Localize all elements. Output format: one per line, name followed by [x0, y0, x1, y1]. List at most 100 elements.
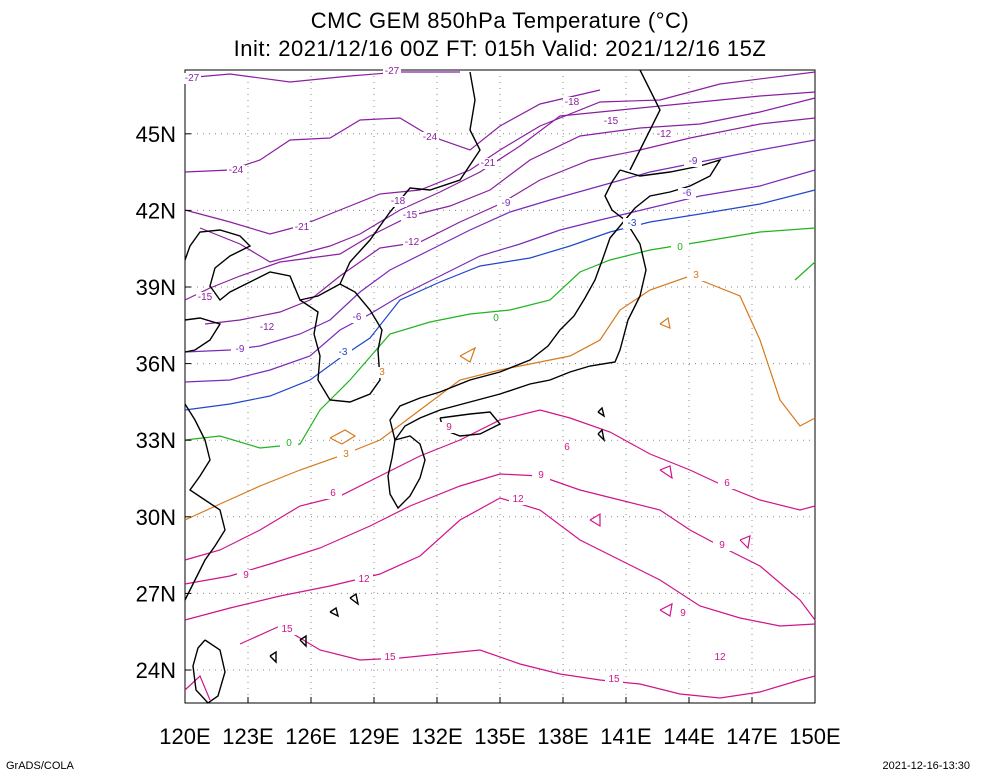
isotherm-minus15: [184, 97, 816, 301]
longitude-tick-label: 126E: [285, 724, 336, 749]
contour-label-bg: [711, 652, 729, 663]
footer-credit: GrADS/COLA: [6, 760, 74, 772]
contour-label: 6: [330, 488, 336, 499]
longitude-tick-label: 138E: [537, 724, 588, 749]
contour-label-bg: [674, 608, 692, 619]
sakhalin-coast: [629, 69, 661, 171]
coastlines: [184, 69, 722, 704]
contour-label-bg: [671, 242, 689, 253]
isotherm-minus24: [184, 89, 601, 173]
longitude-tick-label: 144E: [663, 724, 714, 749]
map-title: CMC GEM 850hPa Temperature (°C): [310, 8, 690, 33]
longitude-tick-label: 147E: [726, 724, 777, 749]
contour-label-bg: [563, 97, 581, 108]
contour-label-bg: [403, 237, 421, 248]
contour-label: 12: [512, 494, 524, 505]
latitude-tick-label: 27N: [136, 581, 176, 606]
contour-label-bg: [280, 438, 298, 449]
contour-label: 0: [286, 438, 292, 449]
contour-label-bg: [373, 367, 391, 378]
isotherm-small-blobs: [589, 465, 751, 617]
contour-label: 9: [680, 608, 686, 619]
contour-label: 15: [608, 674, 620, 685]
footer-timestamp: 2021-12-16-13:30: [882, 760, 970, 772]
contour-label: -27: [185, 73, 200, 84]
contour-label: 0: [493, 313, 499, 324]
contour-label: -9: [236, 344, 245, 355]
contour-label-bg: [337, 449, 355, 460]
contour-label-bg: [623, 218, 641, 229]
contour-label-bg: [231, 344, 249, 355]
china-coast: [184, 317, 226, 601]
longitude-tick-label: 120E: [159, 724, 210, 749]
contour-label: 3: [379, 367, 385, 378]
isotherm-3-blob: [329, 316, 671, 445]
contour-label-bg: [401, 210, 419, 221]
longitude-tick-label: 132E: [411, 724, 462, 749]
isotherm-minus3: [184, 189, 816, 411]
contour-label-bg: [237, 570, 255, 581]
contour-label: -3: [628, 218, 637, 229]
isotherm-minus21: [184, 71, 816, 235]
latitude-tick-label: 42N: [136, 198, 176, 223]
contour-label: -15: [198, 292, 213, 303]
longitude-tick-label: 150E: [789, 724, 840, 749]
contour-label: 12: [714, 652, 726, 663]
isotherm-3: [184, 275, 816, 521]
contour-label-bg: [684, 156, 702, 167]
contour-label-bg: [421, 132, 439, 143]
contour-label: -9: [689, 156, 698, 167]
contour-label-bg: [258, 322, 276, 333]
isotherm-minus12: [204, 117, 816, 325]
contour-label: -6: [683, 188, 692, 199]
isotherm-minus18: [199, 91, 816, 263]
mainland-coast: [184, 71, 481, 302]
contour-label: -21: [481, 158, 496, 169]
contour-label: -18: [565, 97, 580, 108]
latitude-labels: 24N 27N 30N 33N 36N 39N 42N 45N: [136, 122, 191, 683]
kyushu-coast: [387, 435, 426, 510]
contour-label: -15: [403, 210, 418, 221]
latitude-tick-label: 33N: [136, 428, 176, 453]
latitude-tick-label: 30N: [136, 505, 176, 530]
contour-label-bg: [227, 165, 245, 176]
contour-label-bg: [532, 470, 550, 481]
map-subtitle: Init: 2021/12/16 00Z FT: 015h Valid: 202…: [233, 36, 767, 61]
contour-label: 6: [724, 478, 730, 489]
latitude-tick-label: 39N: [136, 275, 176, 300]
contour-label-bg: [713, 540, 731, 551]
contour-label: -24: [229, 165, 244, 176]
contour-label-bg: [718, 478, 736, 489]
contour-label: 15: [384, 652, 396, 663]
longitude-tick-label: 123E: [222, 724, 273, 749]
contour-label: 9: [446, 422, 452, 433]
contour-label: 9: [243, 570, 249, 581]
ryukyu-islands: [269, 592, 360, 664]
isotherm-minus9: [184, 139, 816, 353]
contour-label-bg: [355, 574, 373, 585]
contour-label: -6: [353, 312, 362, 323]
contour-label-bg: [381, 652, 399, 663]
isotherm-minus27: [184, 71, 460, 83]
contour-label: 9: [719, 540, 725, 551]
korea-coast: [299, 283, 383, 403]
contour-labels: -27 -27 -24 -24 -21 -21 -18 -18 -15 -15 -15 -12 -12 -…: [183, 66, 736, 685]
contour-label-bg: [487, 313, 505, 324]
plot-frame: [184, 69, 816, 704]
isotherm-minus6: [184, 169, 816, 383]
contour-label: -3: [339, 347, 348, 358]
contour-label: 0: [677, 242, 683, 253]
contour-label: -27: [385, 66, 400, 77]
contour-label: 6: [564, 442, 570, 453]
contour-label-bg: [479, 158, 497, 169]
isotherm-15: [239, 625, 816, 699]
isotherm-15b: [184, 674, 211, 701]
longitude-tick-label: 129E: [348, 724, 399, 749]
latitude-tick-label: 45N: [136, 122, 176, 147]
contour-label: 9: [538, 470, 544, 481]
contour-label: -12: [657, 129, 672, 140]
isotherm-0b: [794, 261, 816, 281]
contour-label-bg: [655, 129, 673, 140]
contour-label-bg: [293, 222, 311, 233]
